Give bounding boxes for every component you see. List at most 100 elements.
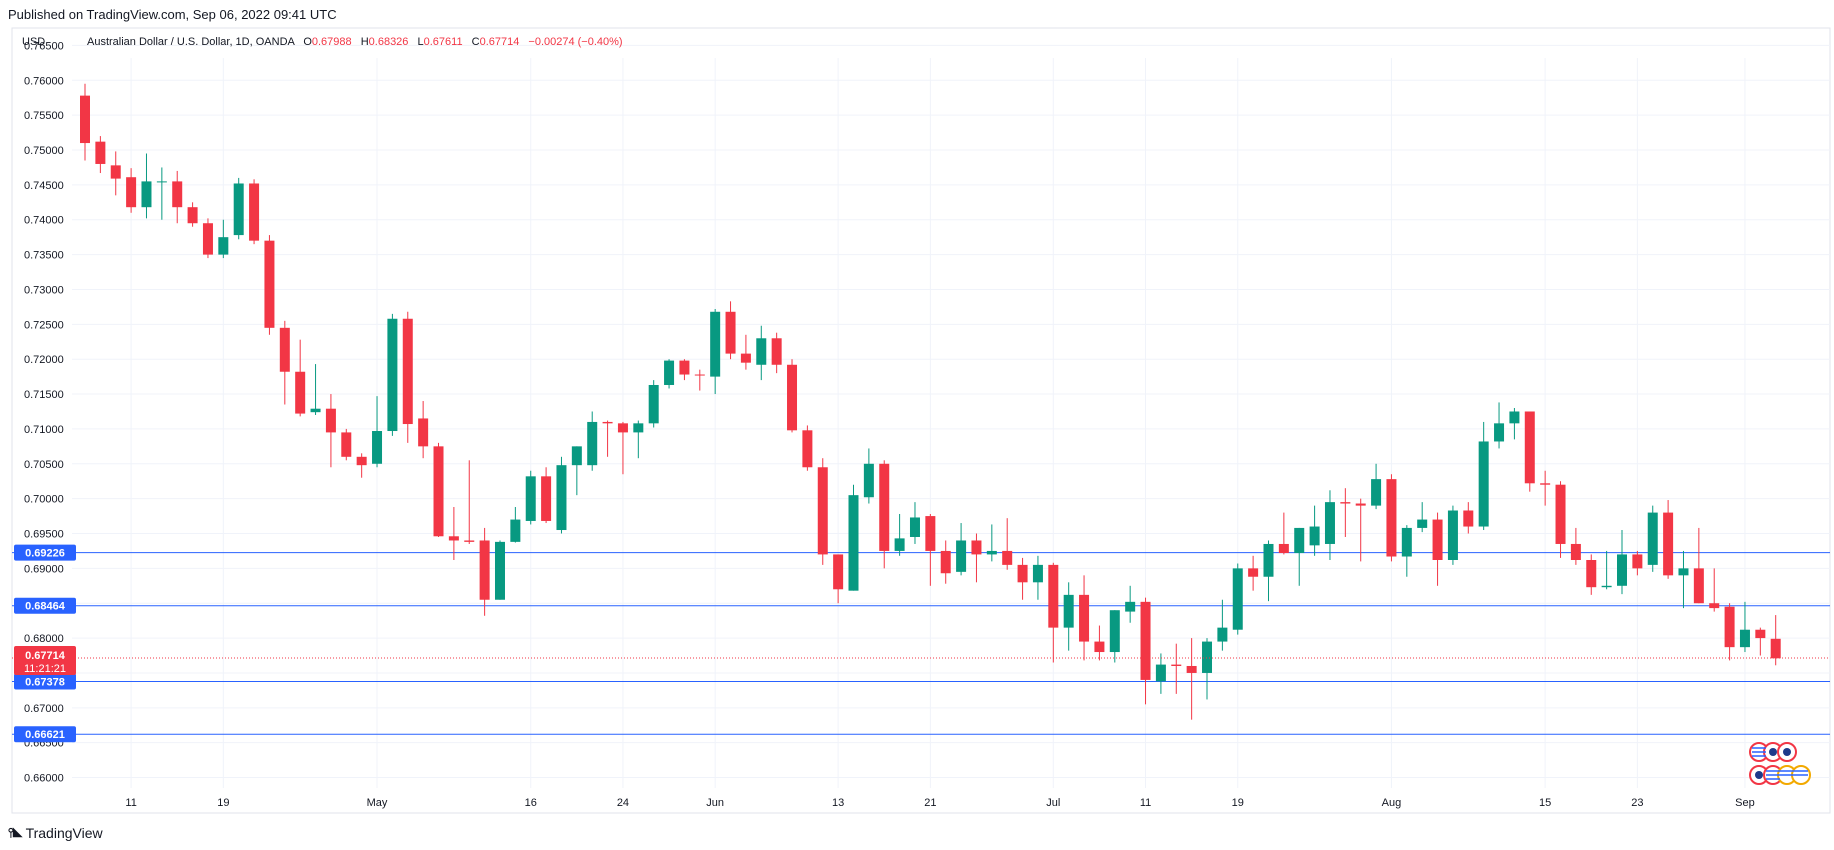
hline-price-tag-label: 0.68464 bbox=[25, 601, 66, 613]
candle-body bbox=[387, 318, 398, 432]
x-tick-label: Jun bbox=[706, 797, 724, 809]
candle-body bbox=[356, 456, 367, 466]
candle-body bbox=[525, 476, 536, 521]
candle-body bbox=[172, 181, 183, 208]
candle-body bbox=[1171, 664, 1182, 666]
candle-body bbox=[1155, 664, 1166, 682]
candle-body bbox=[1555, 484, 1566, 544]
x-tick-label: 19 bbox=[217, 797, 229, 809]
candle-body bbox=[664, 360, 675, 385]
x-axis: 1119May1624Jun1321Jul1119Aug1523Sep12 bbox=[125, 797, 1755, 809]
hline-price-tag bbox=[14, 544, 76, 561]
candle-body bbox=[879, 463, 890, 551]
x-tick-label: Sep bbox=[1735, 797, 1755, 809]
candle-body bbox=[1478, 441, 1489, 527]
candle-body bbox=[940, 550, 951, 574]
candle-body bbox=[1278, 543, 1289, 554]
candle-body bbox=[1432, 519, 1443, 560]
candle-body bbox=[372, 431, 383, 464]
horizontal-lines[interactable] bbox=[12, 552, 1830, 735]
candle-body bbox=[1386, 479, 1397, 557]
candle-body bbox=[725, 311, 736, 354]
candle-body bbox=[110, 165, 121, 179]
candle-body bbox=[464, 540, 475, 542]
candle-body bbox=[1586, 560, 1597, 588]
last-price-tag-value: 0.67714 bbox=[25, 650, 66, 662]
candle-body bbox=[740, 353, 751, 363]
candle-body bbox=[510, 519, 521, 542]
candle-body bbox=[1002, 550, 1013, 565]
y-tick-label: 0.76000 bbox=[24, 75, 64, 87]
candle-body bbox=[433, 446, 444, 537]
candle-body bbox=[310, 408, 321, 413]
footer-brand[interactable]: ⫯◣ TradingView bbox=[8, 825, 103, 841]
candle-body bbox=[295, 371, 306, 414]
candle-body bbox=[1770, 638, 1781, 659]
candles bbox=[80, 83, 1781, 720]
candle-body bbox=[694, 374, 705, 376]
legend-close-label: C bbox=[472, 36, 480, 48]
x-tick-label: 11 bbox=[1140, 797, 1151, 809]
tradingview-logo-icon: ⫯◣ bbox=[8, 825, 23, 840]
candle-body bbox=[1371, 479, 1382, 506]
y-tick-label: 0.75000 bbox=[24, 145, 64, 157]
candle-body bbox=[894, 538, 905, 551]
hline-price-tag bbox=[14, 597, 76, 614]
legend-low: 0.67611 bbox=[424, 36, 463, 48]
currency-label: USD bbox=[22, 36, 45, 48]
candle-body bbox=[756, 338, 767, 365]
x-tick-label: 16 bbox=[525, 797, 537, 809]
last-price-countdown: 11:21:21 bbox=[24, 663, 66, 675]
candle-body bbox=[80, 95, 90, 144]
candle-body bbox=[1509, 411, 1520, 424]
y-tick-label: 0.71500 bbox=[24, 389, 64, 401]
candle-body bbox=[1048, 564, 1059, 628]
event-flags[interactable] bbox=[1749, 742, 1811, 785]
candle-body bbox=[833, 554, 844, 590]
flag-star-icon bbox=[1769, 748, 1777, 756]
candle-body bbox=[1601, 585, 1612, 588]
hline-price-tag-label: 0.66621 bbox=[25, 729, 65, 741]
candle-body bbox=[418, 418, 429, 447]
candle-body bbox=[341, 432, 352, 457]
candle-body bbox=[325, 408, 336, 433]
published-caption: Published on TradingView.com, Sep 06, 20… bbox=[8, 7, 337, 22]
price-tags: 0.69226 0.68464 0.67378 0.66621 0.6771411:21… bbox=[14, 544, 76, 743]
candle-body bbox=[1617, 554, 1627, 586]
legend-low-label: L bbox=[417, 36, 423, 48]
candle-body bbox=[602, 421, 613, 424]
candle-body bbox=[863, 463, 874, 498]
candle-body bbox=[556, 465, 567, 531]
candle-body bbox=[95, 141, 106, 164]
hline-price-tag-label: 0.69226 bbox=[25, 548, 65, 560]
y-tick-label: 0.70500 bbox=[24, 459, 64, 471]
candle-body bbox=[264, 240, 275, 328]
candle-body bbox=[1678, 568, 1689, 576]
x-tick-label: May bbox=[367, 797, 388, 809]
candle-body bbox=[1140, 601, 1151, 680]
candle-body bbox=[1355, 503, 1366, 506]
candle-body bbox=[848, 495, 859, 591]
candle-body bbox=[1017, 564, 1028, 583]
candle-body bbox=[156, 181, 167, 183]
grid bbox=[72, 44, 1830, 788]
flag-stripes-icon bbox=[1752, 747, 1766, 757]
candle-body bbox=[1401, 527, 1412, 557]
candle-body bbox=[1032, 564, 1043, 583]
last-price-tag bbox=[14, 646, 76, 676]
x-tick-label: 21 bbox=[924, 797, 936, 809]
footer-brand-text: TradingView bbox=[25, 825, 103, 841]
candle-body bbox=[679, 360, 690, 375]
y-tick-label: 0.69000 bbox=[24, 563, 64, 575]
candle-body bbox=[633, 423, 644, 433]
candle-body bbox=[1447, 510, 1458, 560]
x-tick-label: 24 bbox=[617, 797, 629, 809]
x-tick-label: 23 bbox=[1631, 797, 1643, 809]
legend-line: Australian Dollar / U.S. Dollar, 1D, OAN… bbox=[87, 36, 623, 48]
candle-body bbox=[141, 181, 152, 208]
y-tick-label: 0.74000 bbox=[24, 215, 64, 227]
y-tick-label: 0.67000 bbox=[24, 703, 64, 715]
hline-price-tag-label: 0.67378 bbox=[25, 676, 65, 688]
candle-body bbox=[1739, 629, 1750, 648]
